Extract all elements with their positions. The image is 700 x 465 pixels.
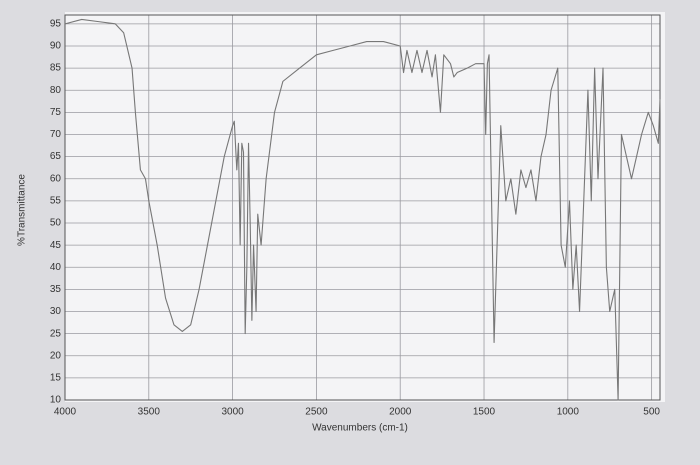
y-tick-label: 75 — [50, 107, 62, 118]
y-tick-label: 20 — [50, 350, 62, 361]
x-axis-label: Wavenumbers (cm-1) — [312, 423, 408, 434]
y-tick-label: 90 — [50, 41, 62, 52]
spectrum-line — [64, 18, 661, 401]
y-tick-label: 55 — [50, 196, 62, 207]
y-tick-label: 45 — [50, 240, 62, 251]
x-tick-label: 1500 — [473, 407, 496, 418]
y-tick-label: 30 — [50, 306, 62, 317]
y-axis-label: %Transmittance — [17, 174, 28, 246]
x-tick-label: 1000 — [557, 407, 580, 418]
x-tick-label: 3500 — [138, 407, 161, 418]
x-tick-label: 3000 — [221, 407, 244, 418]
y-tick-label: 70 — [50, 129, 62, 140]
plot-frame — [64, 14, 661, 401]
y-tick-label: 40 — [50, 262, 62, 273]
x-tick-label: 2500 — [305, 407, 328, 418]
y-tick-label: 35 — [50, 284, 62, 295]
y-tick-label: 65 — [50, 151, 62, 162]
y-tick-label: 80 — [50, 85, 62, 96]
y-tick-label: 60 — [50, 173, 62, 184]
y-tick-label: 25 — [50, 328, 62, 339]
y-tick-label: 15 — [50, 373, 62, 384]
x-tick-label: 2000 — [389, 407, 412, 418]
plot-area — [65, 12, 665, 402]
x-tick-label: 4000 — [54, 407, 77, 418]
y-tick-label: 50 — [50, 218, 62, 229]
y-tick-label: 95 — [50, 18, 62, 29]
x-tick-label: 500 — [643, 407, 660, 418]
y-tick-label: 10 — [50, 395, 62, 406]
y-tick-label: 85 — [50, 63, 62, 74]
